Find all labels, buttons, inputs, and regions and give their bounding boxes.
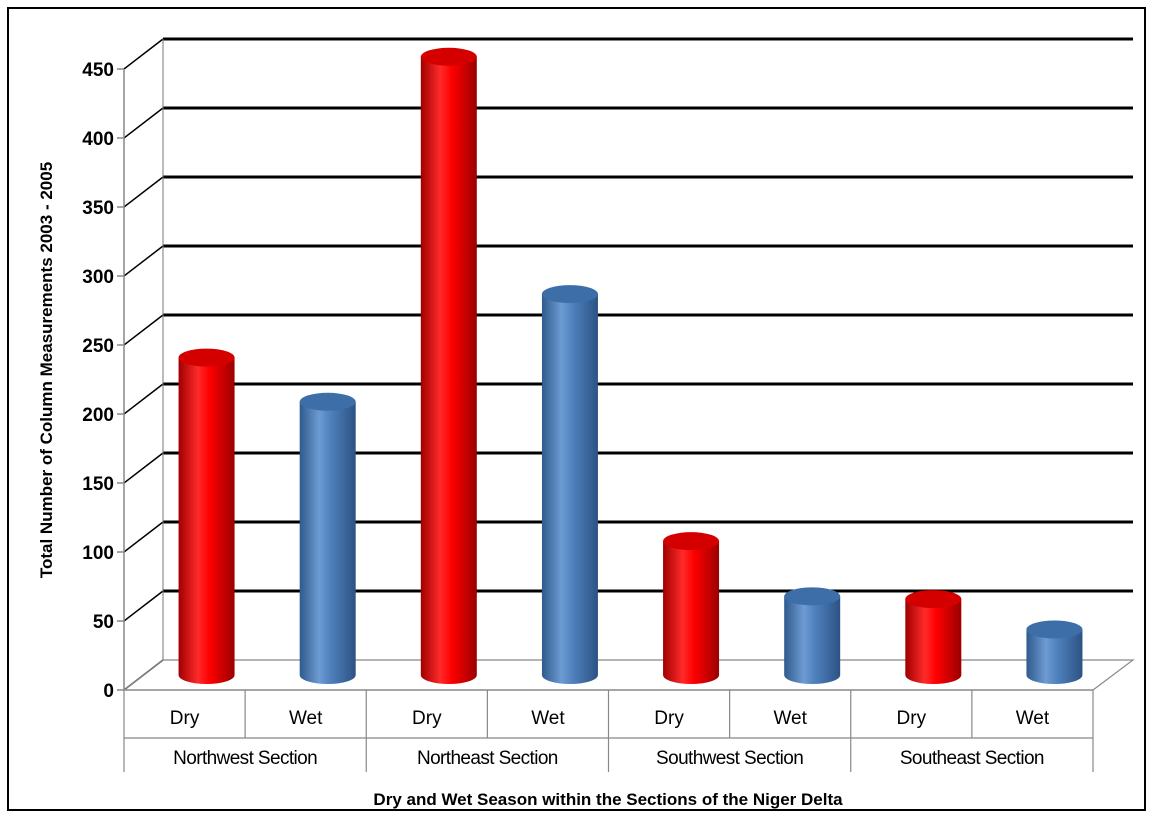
bar-wet-1 <box>299 401 356 684</box>
bar-top-dry-0 <box>178 348 235 367</box>
gridline-side <box>123 521 164 553</box>
x-tick-label: Dry <box>654 708 684 729</box>
floor-edge <box>123 659 1135 691</box>
gridline-side <box>123 590 164 622</box>
x-group-label: Northeast Section <box>417 748 558 769</box>
labels: 0 50 100 150 200 250 300 350 400 450 Dry Wet Dry Wet D… <box>37 60 1050 809</box>
y-tick-label: 50 <box>93 612 114 633</box>
y-tick-label: 150 <box>82 474 114 495</box>
gridline-side <box>123 245 164 277</box>
y-tick-label: 350 <box>82 198 114 219</box>
axes <box>117 39 1135 772</box>
x-group-label: Southwest Section <box>656 748 803 769</box>
bar-top-wet-5 <box>784 587 841 606</box>
gridline-side <box>123 383 164 415</box>
chart-frame <box>7 7 1146 811</box>
bar-wet-5 <box>784 596 841 684</box>
bar-top-dry-2 <box>420 47 477 66</box>
x-tick-label: Wet <box>773 708 807 729</box>
grid <box>123 37 1133 691</box>
y-tick-label: 250 <box>82 336 114 357</box>
bar-top-wet-7 <box>1026 620 1083 639</box>
x-tick-label: Dry <box>412 708 442 729</box>
bar-dry-4 <box>663 541 720 684</box>
bars <box>178 47 1083 684</box>
bar-wet-7 <box>1026 629 1083 684</box>
y-tick-label: 100 <box>82 543 114 564</box>
x-tick-label: Dry <box>170 708 200 729</box>
gridline-side <box>123 107 164 139</box>
bar-top-wet-1 <box>299 392 356 411</box>
gridline-side <box>123 38 164 70</box>
bar-top-wet-3 <box>541 285 598 304</box>
y-tick-label: 200 <box>82 405 114 426</box>
bar-wet-3 <box>541 294 598 684</box>
x-axis-title: Dry and Wet Season within the Sections o… <box>373 790 843 809</box>
x-group-label: Northwest Section <box>173 748 317 769</box>
y-tick-label: 400 <box>82 129 114 150</box>
x-group-label: Southeast Section <box>900 748 1044 769</box>
y-tick-label: 450 <box>82 60 114 81</box>
bar-dry-0 <box>178 357 235 684</box>
y-tick-label: 0 <box>103 681 114 702</box>
bar-top-dry-6 <box>905 590 962 609</box>
bar-top-dry-4 <box>663 532 720 551</box>
bar-dry-2 <box>420 56 477 684</box>
y-tick-label: 300 <box>82 267 114 288</box>
x-tick-label: Dry <box>897 708 927 729</box>
gridline-side <box>123 176 164 208</box>
x-tick-label: Wet <box>1016 708 1050 729</box>
y-axis-title: Total Number of Column Measurements 2003… <box>37 162 56 578</box>
x-tick-label: Wet <box>289 708 323 729</box>
gridline-side <box>123 452 164 484</box>
bar-dry-6 <box>905 599 962 684</box>
gridline-side <box>123 314 164 346</box>
x-tick-label: Wet <box>531 708 565 729</box>
